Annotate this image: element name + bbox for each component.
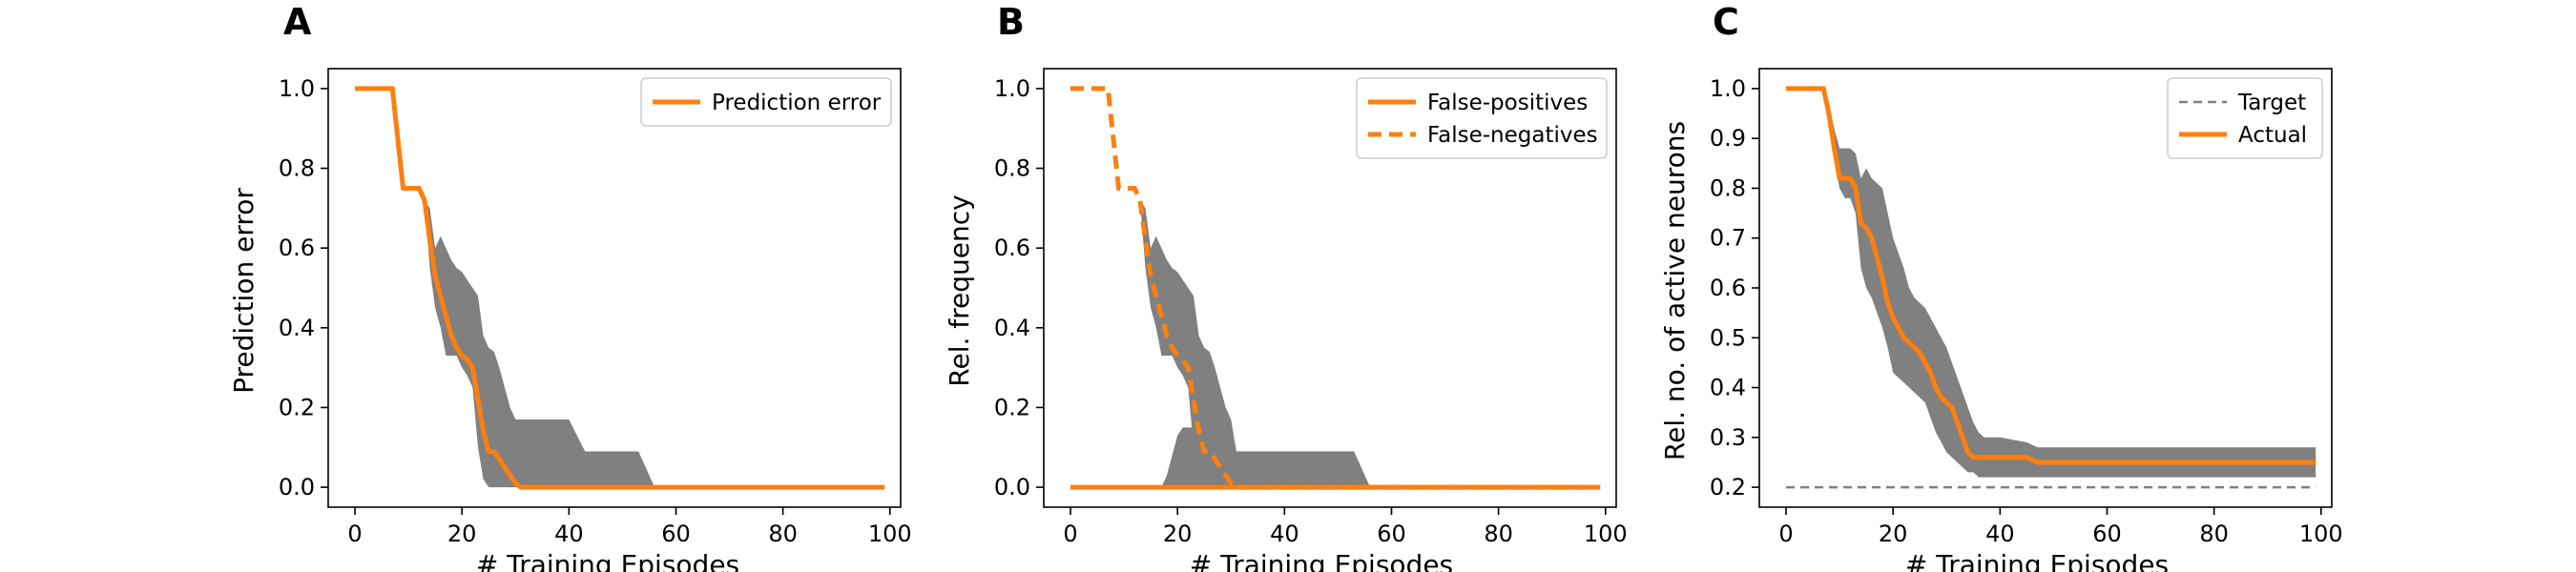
panel-c-y-tick-label: 1.0 — [1710, 75, 1746, 102]
panel-c-legend-label-actual: Actual — [2238, 123, 2307, 148]
panel-a-y-tick-label: 0.6 — [279, 235, 315, 261]
panel-b: B Rel. frequency # Training Episodes — [944, 1, 1453, 572]
panel-c-x-tick-label: 20 — [1879, 521, 1908, 547]
panel-b-band-1 — [1070, 88, 1601, 488]
panel-b-legend-label-false-negatives: False-negatives — [1427, 123, 1598, 148]
panel-b-x-tick-label: 0 — [1063, 521, 1077, 547]
panel-b-x-tick-label: 20 — [1163, 521, 1193, 547]
panel-b-x-tick-label: 40 — [1270, 521, 1299, 547]
panel-b-x-tick-label: 100 — [1584, 521, 1628, 547]
panel-b-y-axis-label: Rel. frequency — [944, 194, 975, 386]
panel-b-legend-box — [1356, 77, 1608, 159]
panel-c-legend-label-target: Target — [2237, 91, 2306, 115]
panel-a-band-1 — [355, 88, 885, 488]
panel-c-y-tick-label: 0.7 — [1710, 225, 1746, 252]
panel-c-x-tick-label: 60 — [2092, 521, 2122, 547]
panel-c-y-tick-label: 0.6 — [1710, 275, 1746, 301]
panel-a-y-tick-label: 1.0 — [279, 75, 315, 102]
panel-a-legend-box — [640, 77, 892, 127]
panel-b-y-tick-label: 0.8 — [994, 155, 1030, 182]
panel-a-x-tick-label: 0 — [347, 521, 362, 547]
panel-a-y-tick-label: 0.8 — [279, 155, 315, 182]
panel-a-series-prediction-error — [355, 86, 885, 490]
panel-c-y-tick-label: 0.3 — [1710, 424, 1746, 451]
panel-c-y-tick-label: 0.8 — [1710, 174, 1746, 201]
panel-a-x-axis-label: # Training Episodes — [476, 549, 739, 572]
panel-c-x-tick-label: 100 — [2299, 521, 2343, 547]
panel-b-x-tick-label: 60 — [1377, 521, 1406, 547]
panel-c-band-1 — [1786, 88, 2316, 478]
panel-b-letter: B — [997, 1, 1025, 43]
panel-a-plot: 0 20 40 60 80 100 0.0 0.2 0.4 0.6 0.8 1.0 Prediction… — [279, 68, 912, 547]
panel-c: C Rel. no. of active neurons # Training … — [1659, 1, 2169, 572]
panel-b-series-false-negatives — [1070, 86, 1601, 490]
panel-b-x-axis-label: # Training Episodes — [1190, 549, 1453, 572]
panel-c-y-tick-label: 0.2 — [1710, 474, 1746, 500]
panel-b-band-2 — [1070, 427, 1601, 488]
panel-b-frame — [1043, 68, 1617, 508]
panel-c-x-tick-label: 40 — [1985, 521, 2015, 547]
panel-c-y-tick-label: 0.9 — [1710, 125, 1746, 152]
panel-a-x-tick-label: 60 — [661, 521, 691, 547]
panel-b-y-tick-label: 0.4 — [994, 315, 1030, 341]
panel-c-x-axis-label: # Training Episodes — [1905, 549, 2169, 572]
panel-c-legend-box — [2167, 77, 2323, 159]
panel-a-x-tick-label: 40 — [554, 521, 584, 547]
panel-b-legend-label-false-positives: False-positives — [1427, 91, 1588, 115]
panel-c-y-axis-label: Rel. no. of active neurons — [1659, 121, 1691, 460]
panel-a-legend: Prediction error — [640, 77, 892, 127]
panel-c-plot: 0 20 40 60 80 100 0.2 0.3 0.4 0.5 0.6 0.7 0.8 0.9 1.0 T… — [1710, 68, 2343, 547]
panel-a-letter: A — [283, 1, 312, 43]
panel-b-y-tick-label: 1.0 — [994, 75, 1030, 102]
panel-a-frame — [327, 68, 902, 508]
panel-b-y-tick-label: 0.6 — [994, 235, 1030, 261]
panel-c-series-actual — [1786, 86, 2316, 465]
panel-c-legend: Target Actual — [2167, 77, 2323, 159]
panel-a-y-axis-label: Prediction error — [228, 188, 260, 394]
panel-c-y-tick-label: 0.5 — [1710, 324, 1746, 351]
panel-c-letter: C — [1713, 1, 1739, 43]
panel-a-x-tick-label: 20 — [447, 521, 477, 547]
panel-a-legend-label-prediction-error: Prediction error — [712, 91, 882, 115]
panel-b-legend: False-positives False-negatives — [1356, 77, 1608, 159]
panel-a-x-tick-label: 100 — [868, 521, 912, 547]
panel-b-y-tick-label: 0.0 — [994, 474, 1030, 500]
panel-c-y-tick-label: 0.4 — [1710, 375, 1746, 401]
panel-a-x-tick-label: 80 — [768, 521, 798, 547]
panel-b-x-tick-label: 80 — [1484, 521, 1513, 547]
panel-b-y-tick-label: 0.2 — [994, 394, 1030, 420]
panel-c-x-tick-label: 0 — [1778, 521, 1793, 547]
panel-a-y-tick-label: 0.2 — [279, 394, 315, 420]
panel-a-y-tick-label: 0.0 — [279, 474, 315, 500]
panel-c-x-tick-label: 80 — [2199, 521, 2229, 547]
panel-a: A Prediction error # Training Episodes — [228, 1, 739, 572]
panel-a-y-tick-label: 0.4 — [279, 315, 315, 341]
panel-b-plot: 0 20 40 60 80 100 0.0 0.2 0.4 0.6 0.8 1.0 False-posi… — [994, 68, 1628, 547]
